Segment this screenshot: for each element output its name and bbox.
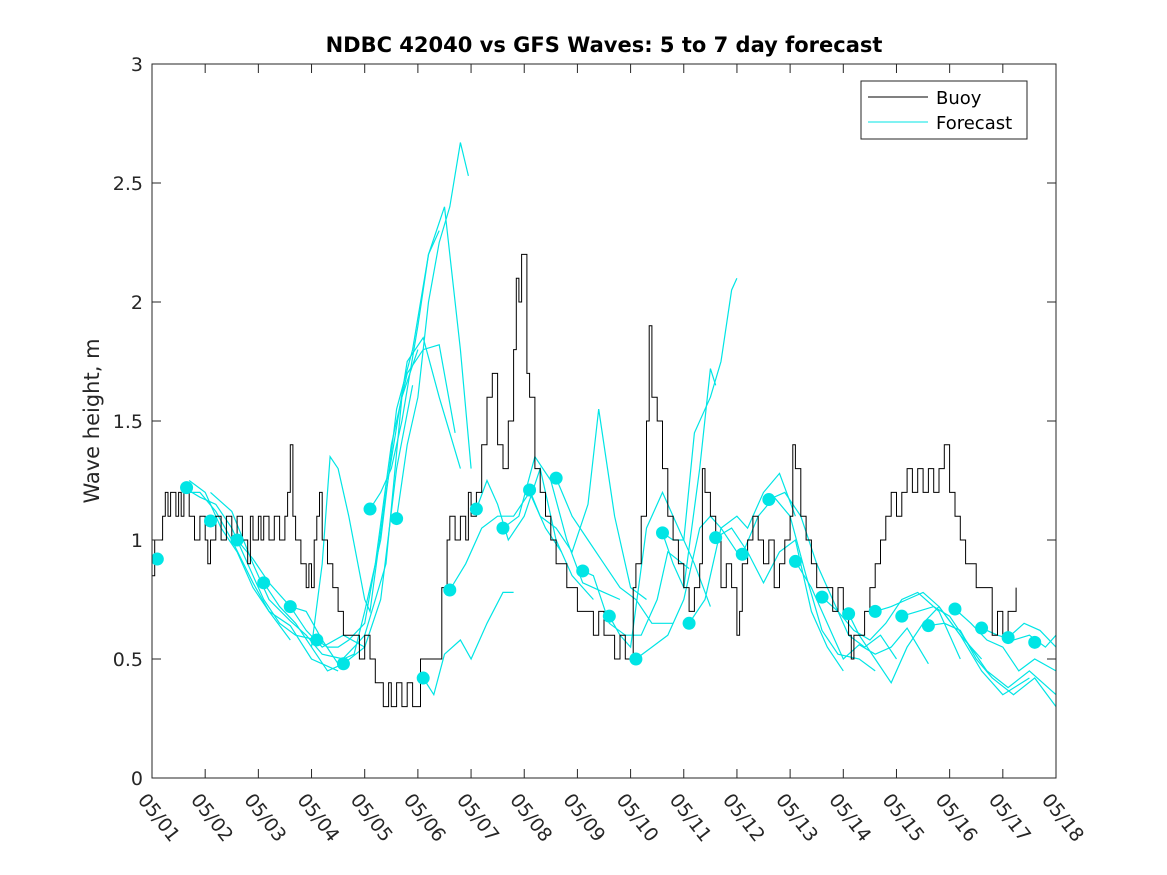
buoy-line <box>152 253 1017 708</box>
forecast-marker <box>549 471 563 485</box>
y-tick-label: 1 <box>131 530 143 552</box>
forecast-marker <box>1001 631 1015 645</box>
forecast-run-line <box>343 206 472 660</box>
legend-label-forecast: Forecast <box>936 113 1012 134</box>
forecast-run-line <box>236 539 365 648</box>
legend-label-buoy: Buoy <box>936 88 982 109</box>
forecast-marker <box>868 604 882 618</box>
forecast-marker <box>336 657 350 671</box>
y-axis-label: Wave height, m <box>80 338 104 503</box>
forecast-run-line <box>981 627 1056 648</box>
forecast-marker <box>921 619 935 633</box>
forecast-marker <box>975 621 989 635</box>
forecast-run-line <box>928 622 1056 707</box>
forecast-marker <box>576 564 590 578</box>
forecast-run-line <box>688 472 796 624</box>
forecast-run-line <box>310 336 461 648</box>
forecast-run-line <box>529 409 647 600</box>
forecast-run-line <box>1007 622 1056 648</box>
forecast-run-line <box>741 496 876 672</box>
legend: Buoy Forecast <box>860 80 1028 140</box>
forecast-marker <box>496 521 510 535</box>
forecast-run-line <box>502 455 621 601</box>
plot-area <box>152 142 1056 708</box>
y-tick-label: 0.5 <box>113 649 143 671</box>
forecast-marker <box>152 552 164 566</box>
forecast-marker <box>469 502 483 516</box>
forecast-run-line <box>449 491 562 591</box>
forecast-marker <box>762 493 776 507</box>
forecast-marker <box>735 547 749 561</box>
forecast-marker <box>655 526 669 540</box>
forecast-run-line <box>821 591 961 660</box>
forecast-marker <box>283 600 297 614</box>
forecast-run-line <box>396 142 469 519</box>
forecast-run-line <box>635 515 738 660</box>
forecast-marker <box>895 609 909 623</box>
forecast-run-line <box>715 527 844 672</box>
forecast-run-line <box>210 491 344 660</box>
forecast-marker <box>257 576 271 590</box>
y-tick-label: 1.5 <box>113 411 143 433</box>
y-tick-label: 2.5 <box>113 173 143 195</box>
forecast-marker <box>842 607 856 621</box>
forecast-run-line <box>422 591 514 697</box>
series-group <box>152 142 1056 708</box>
chart-title: NDBC 42040 vs GFS Waves: 5 to 7 day fore… <box>326 33 883 57</box>
forecast-marker <box>230 533 244 547</box>
forecast-marker <box>363 502 377 516</box>
forecast-marker <box>815 590 829 604</box>
legend-box <box>860 80 1028 140</box>
forecast-run-line <box>290 349 419 665</box>
forecast-marker <box>390 512 404 526</box>
forecast-marker <box>416 671 430 685</box>
forecast-run-line <box>608 490 711 649</box>
forecast-marker <box>602 609 616 623</box>
forecast-run-line <box>183 491 339 672</box>
forecast-marker <box>682 616 696 630</box>
forecast-marker <box>1028 635 1042 649</box>
forecast-marker <box>443 583 457 597</box>
forecast-run-line <box>661 368 717 590</box>
forecast-marker <box>629 652 643 666</box>
forecast-run-line <box>875 591 1030 696</box>
forecast-marker <box>310 633 324 647</box>
forecast-run-line <box>555 477 674 624</box>
forecast-marker <box>709 531 723 545</box>
forecast-run-line <box>954 608 1056 672</box>
forecast-marker <box>948 602 962 616</box>
y-tick-label: 0 <box>131 768 143 790</box>
forecast-marker <box>203 514 217 528</box>
forecast-marker <box>180 481 194 495</box>
forecast-run-line <box>369 230 440 510</box>
y-tick-label: 2 <box>131 292 143 314</box>
forecast-marker <box>523 483 537 497</box>
forecast-marker <box>788 554 802 568</box>
y-tick-label: 3 <box>131 54 143 76</box>
